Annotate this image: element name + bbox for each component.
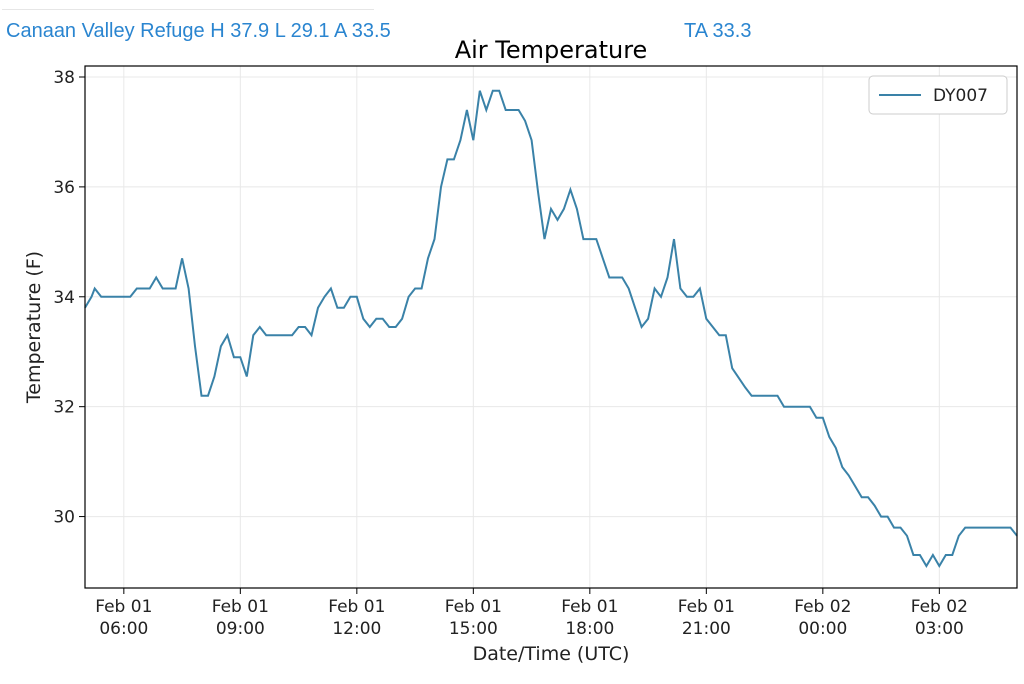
y-tick-label: 32 (53, 398, 75, 418)
y-tick-label: 38 (53, 68, 75, 88)
x-axis-label: Date/Time (UTC) (473, 643, 630, 665)
x-tick-label-time: 06:00 (99, 619, 148, 639)
chart-title: Air Temperature (455, 36, 648, 64)
x-tick-label-date: Feb 02 (794, 597, 851, 617)
x-tick-label-date: Feb 02 (911, 597, 968, 617)
legend-entry-dy007: DY007 (933, 86, 988, 106)
station-header: Canaan Valley Refuge H 37.9 L 29.1 A 33.… (0, 0, 1024, 42)
header-divider (2, 9, 374, 10)
x-tick-label-date: Feb 01 (445, 597, 502, 617)
y-tick-label: 36 (53, 178, 75, 198)
x-tick-label-time: 09:00 (216, 619, 265, 639)
x-tick-label-date: Feb 01 (95, 597, 152, 617)
y-tick-label: 34 (53, 288, 75, 308)
x-tick-label-time: 12:00 (332, 619, 381, 639)
x-tick-label-time: 00:00 (798, 619, 847, 639)
x-tick-label-time: 03:00 (915, 619, 964, 639)
y-tick-label: 30 (53, 508, 75, 528)
station-summary: Canaan Valley Refuge H 37.9 L 29.1 A 33.… (6, 20, 391, 42)
grid-lines (85, 66, 1017, 588)
y-axis-label: Temperature (F) (23, 251, 45, 404)
ta-readout: TA 33.3 (684, 20, 752, 42)
x-tick-label-date: Feb 01 (678, 597, 735, 617)
legend-box (868, 75, 1008, 115)
x-tick-label-date: Feb 01 (328, 597, 385, 617)
x-tick-label-date: Feb 01 (561, 597, 618, 617)
x-tick-label-time: 15:00 (449, 619, 498, 639)
plot-frame (84, 65, 1018, 589)
x-tick-label-date: Feb 01 (212, 597, 269, 617)
x-tick-label-time: 18:00 (565, 619, 614, 639)
x-tick-label-time: 21:00 (682, 619, 731, 639)
series-line-dy007 (84, 89, 1018, 568)
legend: DY007 (868, 75, 1008, 115)
